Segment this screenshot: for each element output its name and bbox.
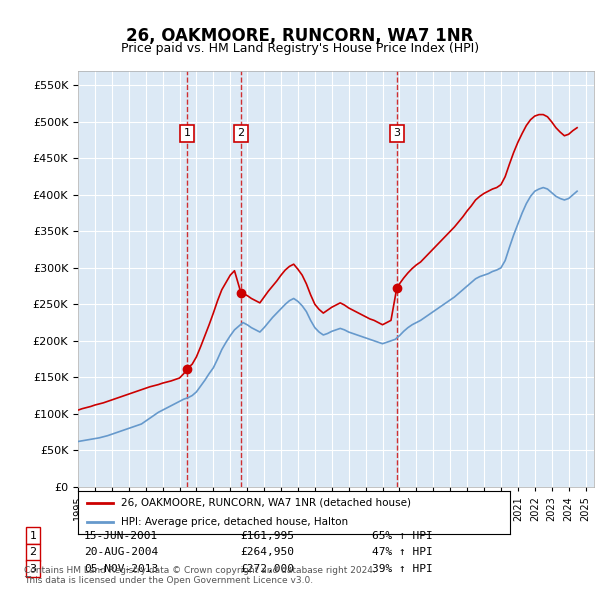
Text: Contains HM Land Registry data © Crown copyright and database right 2024.
This d: Contains HM Land Registry data © Crown c…	[24, 566, 376, 585]
Text: £272,000: £272,000	[240, 564, 294, 573]
Text: 20-AUG-2004: 20-AUG-2004	[84, 548, 158, 557]
Text: 3: 3	[29, 564, 37, 573]
Text: 65% ↑ HPI: 65% ↑ HPI	[372, 531, 433, 540]
Text: 2: 2	[29, 548, 37, 557]
Text: 3: 3	[393, 128, 400, 138]
Text: 1: 1	[29, 531, 37, 540]
Text: 05-NOV-2013: 05-NOV-2013	[84, 564, 158, 573]
Text: 2: 2	[238, 128, 245, 138]
Text: 26, OAKMOORE, RUNCORN, WA7 1NR (detached house): 26, OAKMOORE, RUNCORN, WA7 1NR (detached…	[121, 498, 411, 508]
Text: 39% ↑ HPI: 39% ↑ HPI	[372, 564, 433, 573]
Text: 47% ↑ HPI: 47% ↑ HPI	[372, 548, 433, 557]
Text: £161,995: £161,995	[240, 531, 294, 540]
Text: Price paid vs. HM Land Registry's House Price Index (HPI): Price paid vs. HM Land Registry's House …	[121, 42, 479, 55]
Text: 1: 1	[184, 128, 191, 138]
Text: 15-JUN-2001: 15-JUN-2001	[84, 531, 158, 540]
Text: 26, OAKMOORE, RUNCORN, WA7 1NR: 26, OAKMOORE, RUNCORN, WA7 1NR	[127, 27, 473, 45]
Text: £264,950: £264,950	[240, 548, 294, 557]
Text: HPI: Average price, detached house, Halton: HPI: Average price, detached house, Halt…	[121, 517, 349, 527]
